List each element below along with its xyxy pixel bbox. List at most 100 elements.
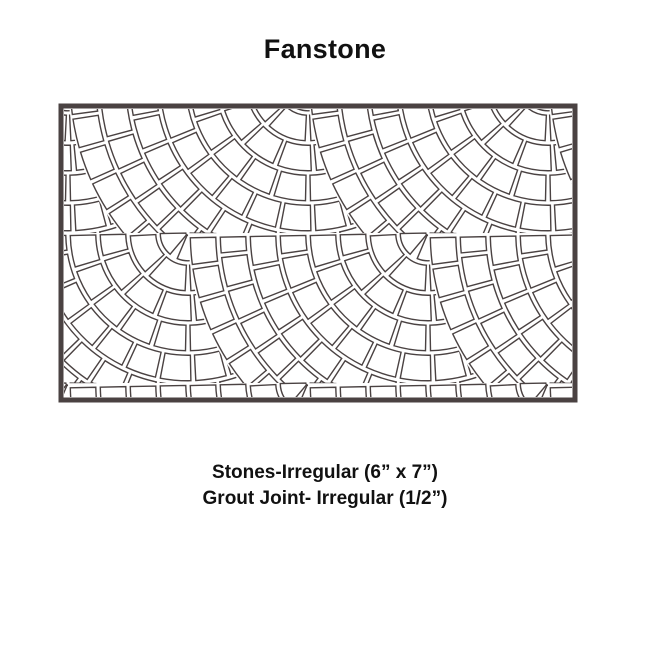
paver-stone bbox=[519, 202, 552, 232]
paver-stone bbox=[124, 275, 165, 315]
paver-stone bbox=[377, 187, 417, 227]
paver-stone bbox=[371, 109, 400, 117]
paver-stone bbox=[99, 233, 129, 257]
paver-stone bbox=[432, 109, 461, 118]
fan-14 bbox=[548, 383, 572, 397]
paver-stone bbox=[64, 114, 68, 142]
paver-stone bbox=[549, 171, 572, 202]
fan-stones bbox=[64, 109, 572, 397]
paver-stone bbox=[70, 306, 110, 347]
paver-stone bbox=[359, 307, 399, 346]
paver-stone bbox=[279, 234, 308, 255]
paver-stone bbox=[101, 109, 133, 138]
paver-stone bbox=[244, 125, 285, 165]
paver-stone bbox=[239, 311, 278, 350]
paver-stone bbox=[369, 385, 398, 397]
paver-stone bbox=[399, 232, 428, 256]
paver-stone bbox=[129, 385, 158, 397]
paver-stone bbox=[159, 352, 192, 382]
paver-stone bbox=[108, 198, 148, 238]
paver-stone bbox=[433, 350, 468, 382]
paver-stone bbox=[430, 156, 470, 197]
paver-stone bbox=[119, 161, 158, 200]
paver-stone bbox=[399, 352, 432, 382]
paver-stone bbox=[64, 204, 72, 232]
paver-stone bbox=[439, 293, 475, 331]
paver-stone bbox=[479, 311, 518, 350]
paver-stone bbox=[129, 233, 166, 273]
paver-stone bbox=[279, 382, 308, 397]
paver-stone bbox=[309, 234, 341, 268]
paver-stone bbox=[459, 235, 488, 254]
swatch-border bbox=[58, 103, 578, 403]
paver-stone bbox=[401, 109, 436, 139]
paver-stone bbox=[64, 320, 80, 355]
paver-stone bbox=[467, 283, 504, 320]
paver-stone bbox=[160, 168, 200, 208]
paver-stone bbox=[552, 115, 572, 149]
paver-stone bbox=[303, 341, 343, 381]
paver-stone bbox=[331, 172, 370, 211]
paver-stone bbox=[497, 337, 537, 377]
paver-stone bbox=[393, 320, 427, 352]
paver-stone bbox=[531, 281, 570, 321]
paver-stone bbox=[153, 320, 187, 352]
paver-stone bbox=[64, 281, 90, 321]
paver-stone bbox=[249, 235, 280, 267]
paver-stone bbox=[503, 292, 542, 331]
paver-stone bbox=[95, 327, 135, 367]
paver-stone bbox=[183, 191, 223, 231]
paver-stone bbox=[460, 253, 493, 288]
paver-stone bbox=[519, 382, 548, 397]
paver-stone bbox=[555, 265, 572, 302]
paver-stone bbox=[310, 306, 350, 347]
paver-stone bbox=[215, 177, 255, 217]
paver-stone bbox=[268, 109, 308, 142]
paver-stone bbox=[99, 385, 127, 397]
paver-stone bbox=[64, 253, 76, 284]
paver-stone bbox=[64, 144, 72, 172]
paver-stone bbox=[255, 109, 281, 123]
paver-stone bbox=[508, 109, 548, 142]
paver-stone bbox=[341, 109, 373, 138]
paver-stone bbox=[455, 177, 495, 217]
paver-stone bbox=[365, 343, 402, 378]
paver-stone bbox=[312, 114, 345, 149]
paver-stone bbox=[79, 143, 115, 181]
paver-stone bbox=[228, 348, 268, 388]
paver-stone bbox=[516, 140, 552, 172]
paver-stone bbox=[549, 234, 572, 268]
pattern-title: Fanstone bbox=[263, 34, 387, 64]
paver-stone bbox=[73, 200, 108, 232]
paver-stone bbox=[521, 253, 556, 289]
paver-stone bbox=[429, 384, 458, 397]
paver-stone bbox=[119, 307, 159, 346]
paver-stone bbox=[171, 131, 210, 171]
paver-stone bbox=[459, 383, 489, 397]
paver-stone bbox=[193, 350, 228, 382]
fan-4 bbox=[549, 109, 572, 188]
paver-stone bbox=[485, 193, 522, 228]
paver-stone bbox=[339, 385, 367, 397]
paver-stone bbox=[435, 112, 474, 152]
paver-stone bbox=[310, 109, 339, 116]
paver-stone bbox=[213, 137, 254, 178]
paver-stone bbox=[143, 142, 182, 181]
paver-stone bbox=[195, 112, 234, 152]
paver-stone bbox=[543, 341, 572, 381]
paver-stone bbox=[369, 233, 406, 273]
paver-stone bbox=[103, 251, 142, 292]
paver-stone bbox=[429, 236, 459, 266]
paver-stone bbox=[319, 143, 355, 181]
paver-stone bbox=[249, 383, 280, 397]
paver-stone bbox=[348, 198, 388, 238]
grout-joint-line: Grout Joint- Irregular (1/2”) bbox=[202, 488, 448, 509]
paver-stone bbox=[343, 251, 382, 292]
paver-stone bbox=[219, 383, 249, 397]
paver-stone bbox=[70, 109, 99, 116]
paver-stone bbox=[75, 262, 114, 302]
paver-stone bbox=[156, 290, 192, 322]
paver-stone bbox=[227, 283, 264, 320]
paver-stone bbox=[148, 255, 188, 292]
paver-stone bbox=[107, 133, 144, 170]
